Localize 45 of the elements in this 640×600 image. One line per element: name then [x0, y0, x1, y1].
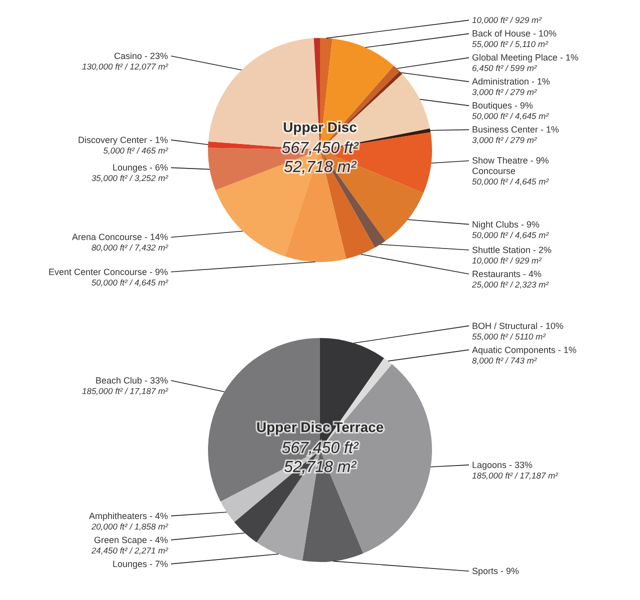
slice-label: Lounges - 7% — [112, 558, 168, 569]
slice-label: Business Center - 1% — [472, 124, 560, 135]
data-label: 6,450 ft² / 599 m² — [472, 63, 538, 74]
data-label: 55,000 ft² / 5110 m² — [472, 331, 547, 342]
slice-label: Night Clubs - 9% — [472, 219, 540, 230]
slice-label: Boutiques - 9% — [472, 100, 534, 111]
data-label: 8,000 ft² / 743 m² — [472, 355, 538, 366]
slice-label: Discovery Center - 1% — [78, 134, 168, 145]
slice-label: BOH / Structural - 10% — [472, 320, 564, 331]
data-label: 130,000 ft² / 12,077 m² — [82, 61, 170, 72]
data-label: 10,000 ft² / 929 m² — [472, 256, 543, 266]
slice-label: Casino - 23% — [114, 50, 168, 61]
data-label: 50,000 ft² / 4,645 m² — [91, 277, 170, 288]
data-label: 24,450 ft² / 2,271 m² — [90, 545, 170, 556]
data-label: 50,000 ft² / 4,645 m² — [472, 230, 550, 240]
slice-label: Sports - 9% — [472, 566, 520, 576]
data-label: 35,000 ft² / 3,252 m² — [91, 173, 170, 184]
data-label: 185,000 ft² / 17,187 m² — [472, 470, 560, 480]
slice-label: Lagoons - 33% — [472, 460, 533, 470]
slice-label: Amphitheaters - 4% — [88, 510, 168, 521]
data-label: 10,000 ft² / 929 m² — [472, 15, 543, 26]
data-label: 55,000 ft² / 5,110 m² — [472, 39, 550, 50]
slice-label: Show Theatre - 9% Concourse — [472, 156, 549, 176]
text: 567,450 ft² — [282, 440, 359, 457]
slice-label: Restaurants - 4% — [472, 269, 542, 279]
slice-label: Arena Concourse - 14% — [72, 232, 168, 242]
slice-label: Lounges - 6% — [112, 162, 168, 173]
data-label: 3,000 ft² / 279 m² — [472, 87, 538, 98]
slice-label: Shuttle Station - 2% — [472, 245, 552, 255]
data-label: 185,000 ft² / 17,187 m² — [82, 386, 170, 396]
data-label: 3,000 ft² / 279 m² — [472, 135, 538, 146]
slice-label: Event Center Concourse - 9% — [48, 266, 168, 277]
data-label: 50,000 ft² / 4,645 m² — [472, 176, 550, 187]
text: 567,450 ft² — [282, 140, 359, 157]
slice-label: Back of House - 10% — [472, 28, 557, 39]
slice-label: Global Meeting Place - 1% — [472, 52, 579, 63]
data-label: 25,000 ft² / 2,323 m² — [471, 280, 550, 290]
data-label: 80,000 ft² / 7,432 m² — [91, 242, 170, 253]
slice-label: Aquatic Components - 1% — [472, 344, 577, 355]
data-label: 5,000 ft² / 465 m² — [103, 145, 170, 156]
data-label: 50,000 ft² / 4,645 m² — [472, 111, 550, 122]
slice-label: Beach Club - 33% — [95, 376, 168, 386]
data-label: 20,000 ft² / 1,858 m² — [90, 521, 170, 532]
slice-label: Green Scape - 4% — [94, 534, 168, 545]
slice-label: Administration - 1% — [472, 76, 550, 87]
